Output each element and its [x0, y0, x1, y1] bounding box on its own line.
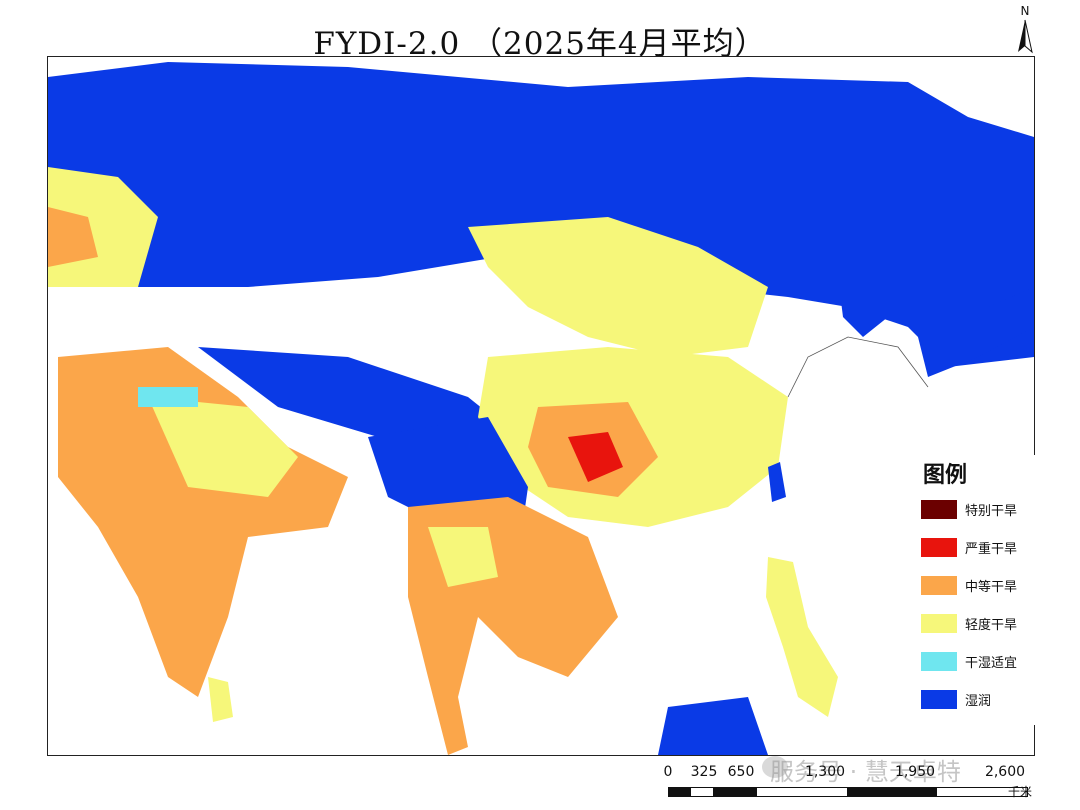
scale-tick-label: 325 — [690, 764, 718, 780]
legend-label: 中等干旱 — [965, 580, 1018, 595]
legend-label: 干湿适宜 — [965, 656, 1018, 671]
map-region-central-dry — [468, 217, 768, 357]
wechat-icon — [762, 756, 788, 778]
scale-seg — [691, 788, 713, 796]
legend-label: 特别干旱 — [965, 504, 1018, 519]
legend-item: 干湿适宜 — [921, 649, 1036, 675]
legend-label: 严重干旱 — [965, 542, 1018, 557]
scale-seg — [713, 788, 757, 796]
map-region-borneo — [658, 697, 768, 755]
map-coastline — [787, 336, 929, 398]
map-legend: 图例 特别干旱严重干旱中等干旱轻度干旱干湿适宜湿润 — [915, 455, 1035, 725]
drought-map — [47, 56, 1035, 756]
scale-tick-label: 650 — [727, 764, 755, 780]
legend-swatch — [921, 538, 957, 557]
scale-tick-label: 1,300 — [804, 764, 846, 780]
scale-bar: 0 325 650 1,300 1,950 2,600 千米 — [660, 760, 1040, 805]
legend-title: 图例 — [923, 463, 968, 488]
legend-swatch — [921, 576, 957, 595]
legend-swatch — [921, 500, 957, 519]
legend-swatch — [921, 652, 957, 671]
north-arrow: N — [1010, 4, 1040, 56]
legend-swatch — [921, 614, 957, 633]
legend-item: 特别干旱 — [921, 497, 1036, 523]
scale-seg — [669, 788, 691, 796]
legend-swatch — [921, 690, 957, 709]
legend-item: 严重干旱 — [921, 535, 1036, 561]
map-region-taiwan — [768, 462, 786, 502]
scale-seg — [847, 788, 937, 796]
map-region-philippines — [766, 557, 838, 717]
map-region-india-yellow — [148, 397, 298, 497]
drought-map-canvas — [48, 62, 1034, 755]
legend-label: 轻度干旱 — [965, 618, 1018, 633]
north-arrow-icon — [1018, 19, 1033, 54]
map-region-west-orange — [48, 207, 98, 267]
map-region-tibet-blank — [78, 292, 508, 387]
map-region-japan — [918, 287, 1034, 377]
scale-seg — [937, 788, 1027, 796]
scale-tick-label: 2,600 — [984, 764, 1026, 780]
legend-item: 中等干旱 — [921, 573, 1036, 599]
scale-tick-label: 0 — [663, 764, 673, 780]
north-label: N — [1020, 4, 1030, 18]
scale-unit: 千米 — [1008, 785, 1033, 799]
legend-item: 湿润 — [921, 687, 1036, 713]
map-region-srilanka — [208, 677, 233, 722]
scale-bar-graphic — [668, 787, 1028, 797]
map-region-india-cyan — [138, 387, 198, 407]
map-region-korea — [838, 272, 888, 337]
map-region-north-wet — [48, 62, 1034, 367]
legend-item: 轻度干旱 — [921, 611, 1036, 637]
scale-tick-label: 1,950 — [894, 764, 936, 780]
map-region-indochina-yellow — [428, 527, 498, 587]
watermark: 服务号 · 慧天卓特 — [770, 758, 961, 786]
map-region-south-china-red — [568, 432, 623, 482]
scale-seg — [757, 788, 847, 796]
legend-label: 湿润 — [965, 694, 992, 709]
